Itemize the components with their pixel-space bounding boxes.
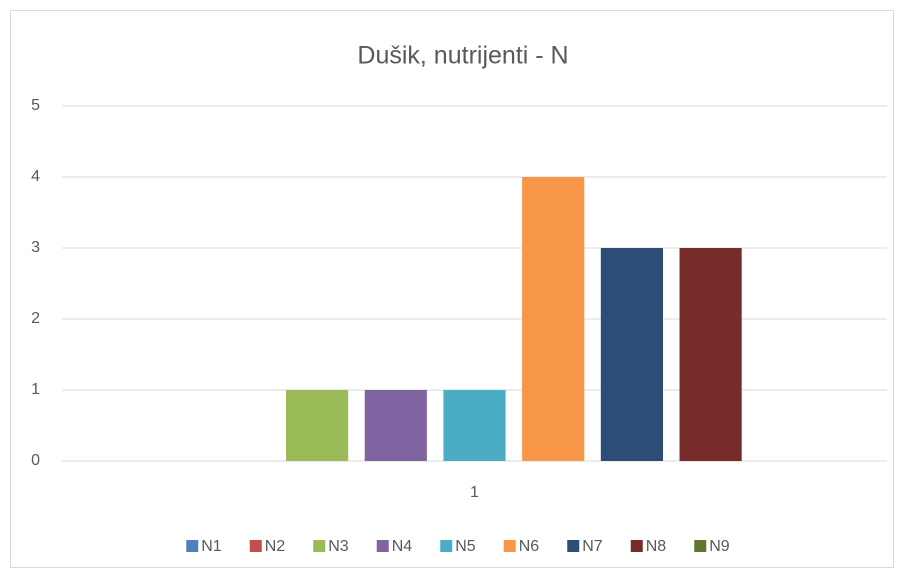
legend-swatch xyxy=(567,540,580,552)
legend-label: N9 xyxy=(709,538,730,555)
legend-swatch xyxy=(376,540,389,552)
y-tick-label: 5 xyxy=(31,97,40,114)
legend-label: N3 xyxy=(328,538,349,555)
legend-swatch xyxy=(440,540,453,552)
legend-swatch xyxy=(313,540,326,552)
y-tick-label: 3 xyxy=(31,239,40,256)
bar xyxy=(522,177,585,461)
chart-title: Dušik, nutrijenti - N xyxy=(357,42,568,70)
legend-label: N8 xyxy=(646,538,667,555)
x-tick-label: 1 xyxy=(470,484,479,501)
y-tick-label: 0 xyxy=(31,452,40,469)
legend-label: N5 xyxy=(455,538,476,555)
bar xyxy=(286,390,349,461)
legend-swatch xyxy=(630,540,643,552)
legend-swatch xyxy=(694,540,707,552)
legend-label: N2 xyxy=(265,538,286,555)
legend-swatch xyxy=(503,540,516,552)
y-tick-label: 4 xyxy=(31,168,40,185)
y-tick-label: 1 xyxy=(31,381,40,398)
legend-label: N4 xyxy=(392,538,413,555)
chart-border xyxy=(10,10,894,568)
bar xyxy=(443,390,506,461)
bar xyxy=(600,248,663,461)
bar xyxy=(679,248,742,461)
legend-swatch xyxy=(249,540,262,552)
y-tick-label: 2 xyxy=(31,310,40,327)
legend-label: N7 xyxy=(582,538,603,555)
legend-swatch xyxy=(186,540,199,552)
legend-label: N1 xyxy=(201,538,222,555)
bar xyxy=(364,390,427,461)
legend-label: N6 xyxy=(519,538,540,555)
